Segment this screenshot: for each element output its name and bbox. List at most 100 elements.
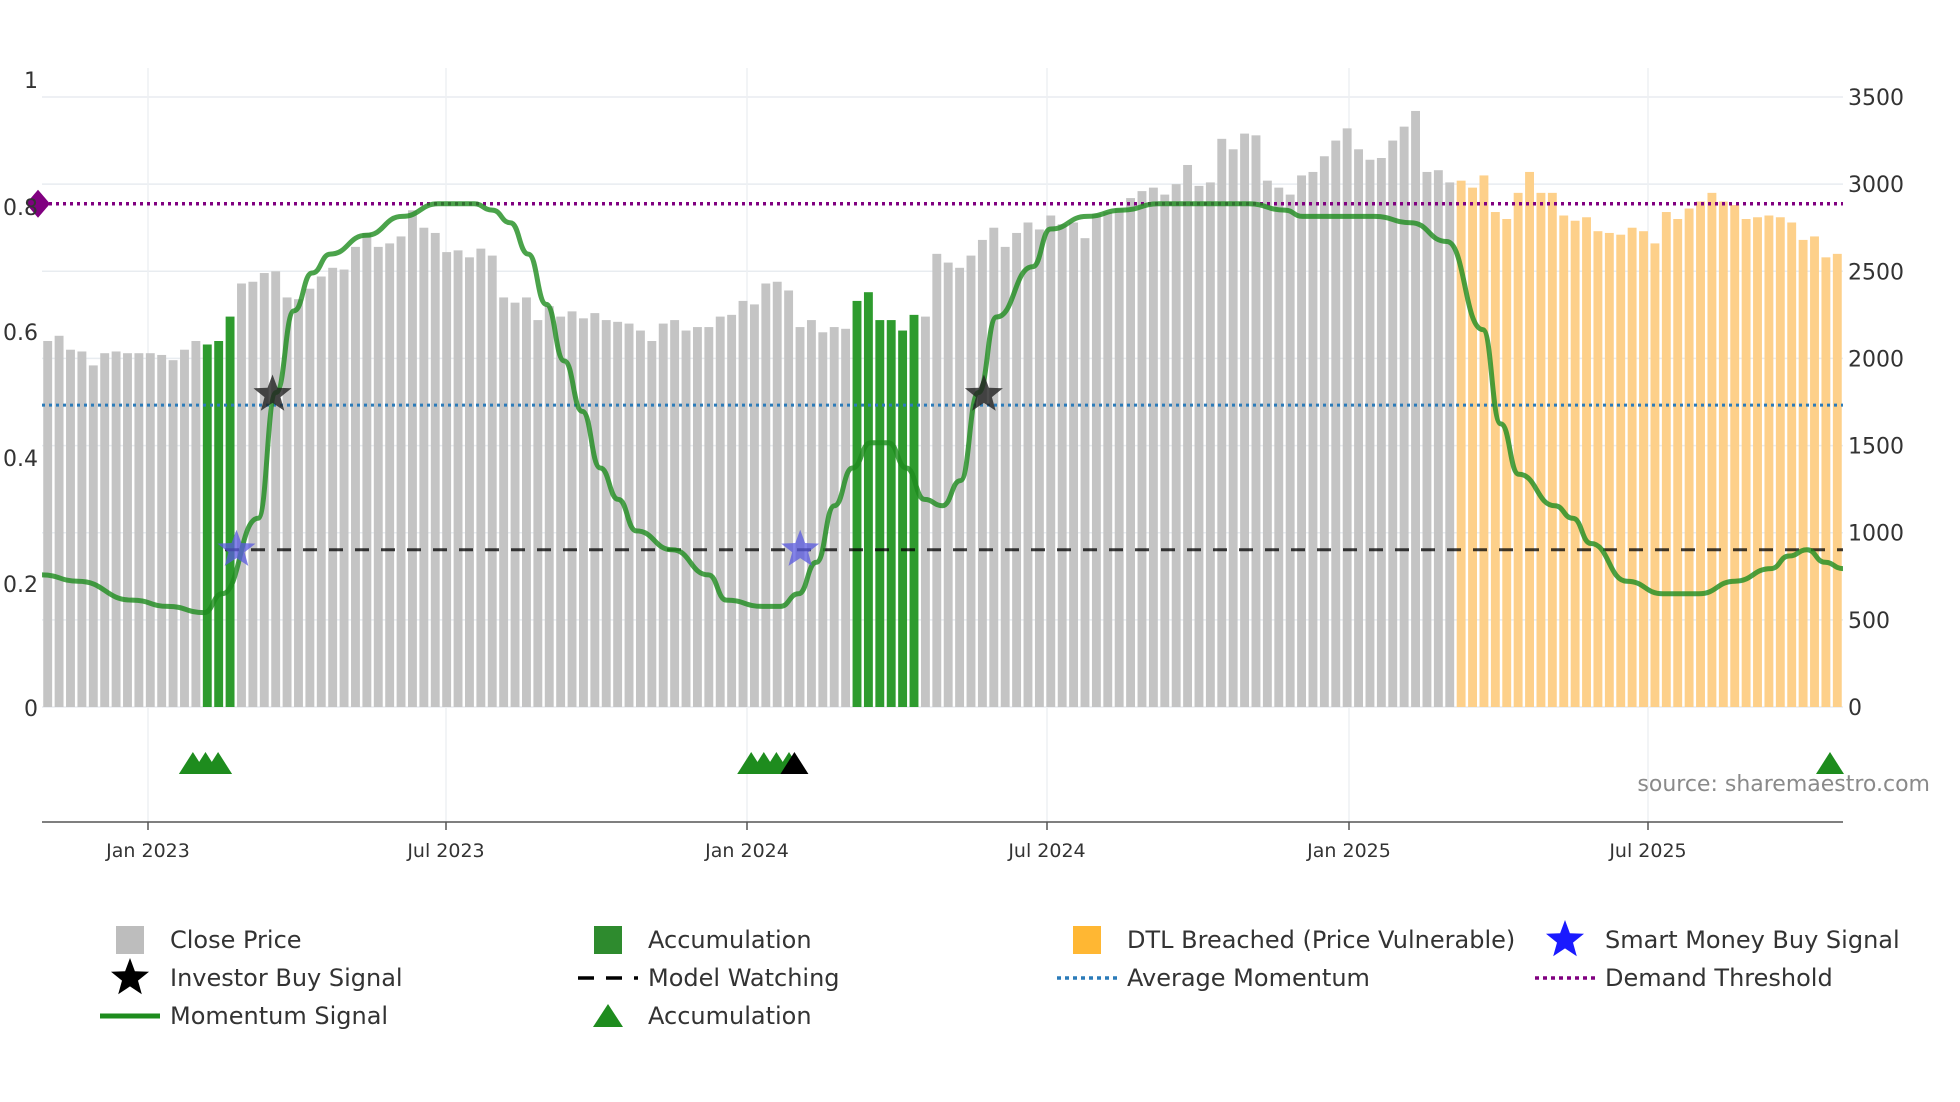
price-bar xyxy=(1080,238,1090,708)
price-bar xyxy=(1331,140,1341,707)
x-tick-label: Jul 2023 xyxy=(406,840,484,862)
x-tick-label: Jan 2023 xyxy=(105,840,190,862)
price-bar xyxy=(225,316,235,707)
accumulation-triangle xyxy=(780,752,809,774)
price-bar xyxy=(1718,201,1728,707)
price-bar xyxy=(1034,229,1044,707)
price-bar xyxy=(544,306,554,707)
price-bar xyxy=(989,227,999,707)
price-bar xyxy=(1821,257,1831,707)
price-bar xyxy=(806,320,816,707)
signal-markers xyxy=(217,374,1003,566)
price-bar xyxy=(1764,215,1774,707)
source-note: source: sharemaestro.com xyxy=(1637,772,1930,797)
price-bar xyxy=(1308,171,1318,707)
price-bar xyxy=(1661,212,1671,707)
investor-buy-signal xyxy=(964,374,1003,411)
price-bar xyxy=(533,320,543,707)
price-bar xyxy=(1741,219,1751,707)
price-bar xyxy=(886,320,896,707)
price-bar xyxy=(943,262,953,707)
price-bar xyxy=(168,360,178,707)
legend-label: Investor Buy Signal xyxy=(170,964,403,992)
x-tick-label: Jul 2025 xyxy=(1608,840,1686,862)
price-bar xyxy=(316,276,326,707)
legend-swatch xyxy=(1073,926,1101,954)
price-bar xyxy=(1126,198,1136,707)
price-bar xyxy=(670,320,680,707)
price-bar xyxy=(1456,180,1466,707)
price-bar xyxy=(1490,212,1500,707)
price-bar xyxy=(1639,231,1648,707)
legend-swatch xyxy=(594,926,622,954)
price-bar xyxy=(362,232,372,707)
price-bar xyxy=(875,320,885,707)
price-bar xyxy=(145,353,155,707)
legend-label: Model Watching xyxy=(648,964,840,992)
price-bar xyxy=(1183,164,1193,708)
price-bar xyxy=(1148,187,1158,707)
price-bar xyxy=(1388,140,1398,707)
price-bar xyxy=(556,316,566,707)
axes: Jan 2023 Jul 2023 Jan 2024 Jul 2024 Jan 2025… xyxy=(3,69,1904,862)
price-bar xyxy=(966,255,976,707)
price-bar xyxy=(442,252,452,708)
x-tick-label: Jan 2024 xyxy=(704,840,789,862)
accumulation-triangle xyxy=(1815,752,1844,774)
price-bar xyxy=(1422,171,1432,707)
price-bar xyxy=(715,316,725,707)
price-bar xyxy=(578,318,588,707)
price-bar xyxy=(1069,222,1079,708)
price-bar xyxy=(328,267,338,707)
price-bar xyxy=(1365,159,1375,708)
price-bar xyxy=(567,311,577,707)
price-bar xyxy=(738,300,748,707)
price-bar xyxy=(1468,187,1477,707)
price-bar xyxy=(692,327,702,707)
price-bar xyxy=(647,341,657,707)
price-bar xyxy=(1696,201,1705,707)
smart-money-buy-signal xyxy=(781,529,820,566)
smart-money-buy-signal xyxy=(217,529,256,566)
price-bar xyxy=(1114,208,1124,708)
price-bar xyxy=(487,255,497,707)
y-left-tick-label: 0 xyxy=(24,697,38,722)
price-bar xyxy=(863,292,873,707)
price-bar xyxy=(385,243,395,707)
price-bar xyxy=(1559,215,1569,707)
price-bar xyxy=(658,323,668,707)
price-bar xyxy=(66,349,75,707)
price-bar xyxy=(134,353,144,707)
x-tick-label: Jan 2025 xyxy=(1306,840,1391,862)
price-bar xyxy=(909,314,919,707)
price-bar xyxy=(1171,184,1181,707)
price-bar xyxy=(1354,149,1363,708)
price-bar xyxy=(1684,208,1694,708)
price-bar xyxy=(1262,180,1272,707)
price-bar xyxy=(1570,220,1580,708)
price-bar xyxy=(1798,239,1808,707)
y-right-tick-label: 2500 xyxy=(1848,260,1904,285)
price-bar xyxy=(1536,192,1546,708)
legend-label: Demand Threshold xyxy=(1605,964,1833,992)
price-bar xyxy=(727,314,737,707)
price-bars xyxy=(43,110,1842,708)
price-bar xyxy=(795,327,805,707)
price-bar xyxy=(351,246,360,707)
legend-swatch xyxy=(116,926,144,954)
price-bar xyxy=(1479,175,1489,707)
investor-buy-signal xyxy=(253,374,292,411)
price-bar xyxy=(1445,182,1455,707)
price-bar xyxy=(1593,231,1603,707)
y-right-tick-label: 0 xyxy=(1848,696,1862,721)
legend-label: Momentum Signal xyxy=(170,1002,388,1030)
reference-lines xyxy=(26,189,1843,552)
price-bar xyxy=(1604,232,1614,707)
price-bar xyxy=(761,283,771,707)
price-bar xyxy=(1513,192,1523,708)
legend: Close Price Accumulation DTL Breached (Pri… xyxy=(100,920,1900,1030)
price-bar xyxy=(465,257,474,707)
legend-label: Average Momentum xyxy=(1127,964,1370,992)
price-bar xyxy=(1091,213,1101,707)
price-bar xyxy=(749,304,759,707)
